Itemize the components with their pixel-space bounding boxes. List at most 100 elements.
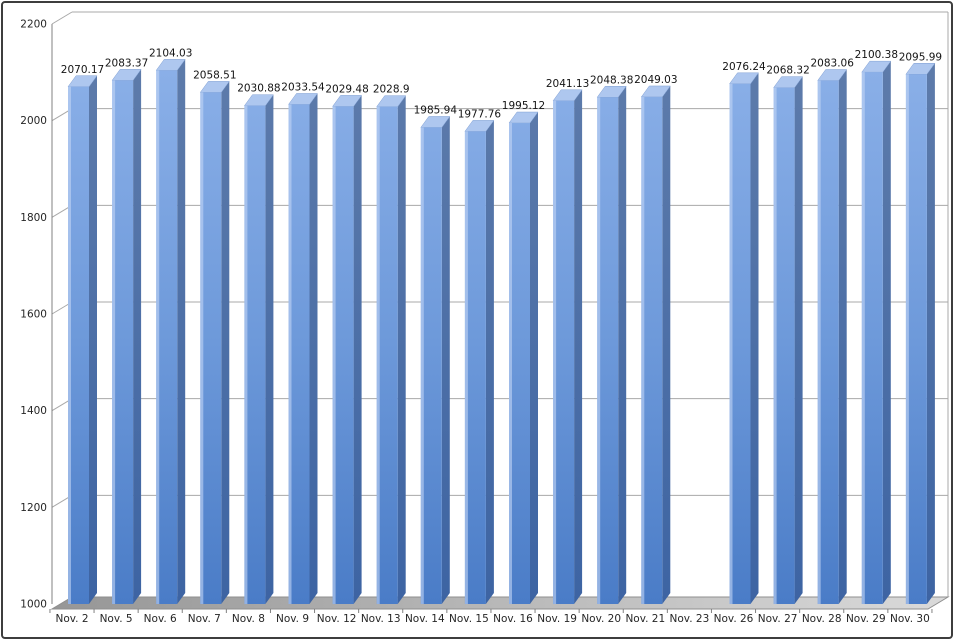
bar-value-label: 2104.03 bbox=[149, 47, 192, 59]
bar-front-face bbox=[112, 80, 134, 605]
bar-nov-5[interactable] bbox=[111, 69, 142, 605]
bar-side-face bbox=[838, 69, 847, 605]
bar-front-face bbox=[332, 106, 354, 604]
x-axis-category-label: Nov. 6 bbox=[144, 613, 177, 625]
bar-nov-27[interactable] bbox=[773, 76, 804, 605]
bar-nov-12[interactable] bbox=[332, 95, 363, 604]
bar-nov-21[interactable] bbox=[640, 85, 671, 605]
bar-side-face bbox=[750, 72, 759, 605]
bar-nov-6[interactable] bbox=[155, 59, 186, 605]
y-axis-tick-label: 1600 bbox=[20, 309, 47, 321]
bar-left-highlight bbox=[200, 92, 204, 604]
bar-left-highlight bbox=[509, 123, 512, 604]
bar-left-highlight bbox=[332, 106, 336, 604]
bar-left-highlight bbox=[817, 80, 821, 605]
bar-value-label: 2030.88 bbox=[237, 83, 280, 95]
bar-front-face bbox=[641, 96, 663, 604]
bar-nov-30[interactable] bbox=[905, 63, 936, 605]
bar-value-label: 2028.9 bbox=[373, 84, 410, 96]
bar-value-label: 2068.32 bbox=[766, 65, 809, 77]
bar-left-highlight bbox=[156, 70, 160, 604]
bar-front-face bbox=[597, 97, 619, 605]
x-axis-category-label: Nov. 19 bbox=[537, 613, 577, 625]
bar-nov-8[interactable] bbox=[243, 94, 274, 604]
bar-front-face bbox=[420, 127, 442, 604]
bar-side-face bbox=[441, 116, 450, 604]
bar-front-face bbox=[905, 74, 927, 605]
y-axis-tick-label: 1800 bbox=[20, 212, 47, 224]
bar-front-face bbox=[553, 100, 575, 604]
x-axis-category-label: Nov. 5 bbox=[100, 613, 133, 625]
bar-value-label: 2070.17 bbox=[61, 64, 104, 76]
x-axis-category-label: Nov. 23 bbox=[670, 613, 710, 625]
bar-value-label: 2100.38 bbox=[855, 49, 898, 61]
gridline bbox=[51, 398, 948, 412]
bar-nov-26[interactable] bbox=[729, 72, 759, 605]
x-axis-category-label: Nov. 29 bbox=[846, 613, 886, 625]
bar-left-highlight bbox=[597, 97, 601, 605]
x-axis-category-label: Nov. 14 bbox=[405, 613, 445, 625]
bar-left-highlight bbox=[464, 131, 468, 604]
bar-nov-9[interactable] bbox=[288, 93, 318, 605]
bar-nov-28[interactable] bbox=[817, 69, 848, 605]
bar-side-face bbox=[794, 76, 803, 605]
gridline bbox=[51, 494, 948, 508]
bar-side-face bbox=[397, 95, 406, 604]
x-axis-category-label: Nov. 15 bbox=[449, 613, 489, 625]
bar-front-face bbox=[509, 123, 530, 604]
bar-front-face bbox=[376, 106, 398, 604]
bar-nov-14[interactable] bbox=[420, 116, 451, 604]
bar-side-face bbox=[221, 81, 230, 604]
x-axis-category-label: Nov. 28 bbox=[802, 613, 842, 625]
bar-value-label: 1985.94 bbox=[414, 104, 458, 116]
bar-nov-2[interactable] bbox=[67, 75, 98, 605]
bar-value-label: 1977.76 bbox=[458, 108, 502, 120]
bar-left-highlight bbox=[729, 83, 733, 605]
x-axis-category-label: Nov. 20 bbox=[581, 613, 621, 625]
x-axis-category-label: Nov. 8 bbox=[232, 613, 265, 625]
gridline bbox=[51, 204, 948, 218]
bar-nov-29[interactable] bbox=[861, 60, 892, 605]
gridline bbox=[51, 11, 948, 25]
bar-left-highlight bbox=[112, 80, 116, 605]
bar-side-face bbox=[926, 63, 935, 605]
bar-value-label: 2033.54 bbox=[281, 81, 325, 93]
bar-nov-16[interactable] bbox=[508, 111, 539, 604]
bar-nov-13[interactable] bbox=[376, 95, 407, 604]
bar-side-face bbox=[882, 61, 891, 605]
chart-floor bbox=[50, 596, 950, 610]
bar-front-face bbox=[288, 104, 310, 605]
bar-side-face bbox=[662, 85, 671, 605]
bar-front-face bbox=[156, 70, 178, 604]
bar-value-label: 1995.12 bbox=[502, 100, 545, 112]
bar-front-face bbox=[200, 92, 222, 604]
x-axis-category-label: Nov. 21 bbox=[625, 613, 665, 625]
bar-side-face bbox=[89, 75, 97, 605]
bar-side-face bbox=[618, 86, 627, 604]
x-axis-category-label: Nov. 13 bbox=[361, 613, 401, 625]
bar-nov-15[interactable] bbox=[464, 120, 495, 604]
bar-nov-19[interactable] bbox=[552, 89, 583, 604]
bar-left-highlight bbox=[376, 106, 380, 604]
bar-value-label: 2083.37 bbox=[105, 57, 148, 69]
bar-side-face bbox=[530, 112, 538, 604]
bar-value-label: 2083.06 bbox=[810, 58, 854, 70]
bar-front-face bbox=[773, 87, 795, 605]
bar-left-highlight bbox=[244, 105, 248, 604]
bar-left-highlight bbox=[420, 127, 424, 604]
bar-nov-20[interactable] bbox=[596, 86, 627, 605]
x-axis-category-label: Nov. 9 bbox=[276, 613, 309, 625]
bar-nov-7[interactable] bbox=[199, 81, 230, 604]
bar-left-highlight bbox=[905, 74, 909, 605]
bar-side-face bbox=[574, 89, 583, 604]
y-axis-tick-label: 1200 bbox=[20, 502, 47, 514]
x-axis-category-label: Nov. 26 bbox=[714, 613, 754, 625]
bar-value-label: 2049.03 bbox=[634, 74, 677, 86]
x-axis-category-label: Nov. 2 bbox=[55, 613, 88, 625]
y-axis-tick-label: 2000 bbox=[20, 115, 47, 127]
bar-side-face bbox=[133, 69, 142, 605]
bar-value-label: 2058.51 bbox=[193, 69, 236, 81]
bar-left-highlight bbox=[861, 72, 865, 605]
gridline-depth-segment bbox=[51, 11, 73, 25]
bar-value-label: 2029.48 bbox=[325, 83, 368, 95]
